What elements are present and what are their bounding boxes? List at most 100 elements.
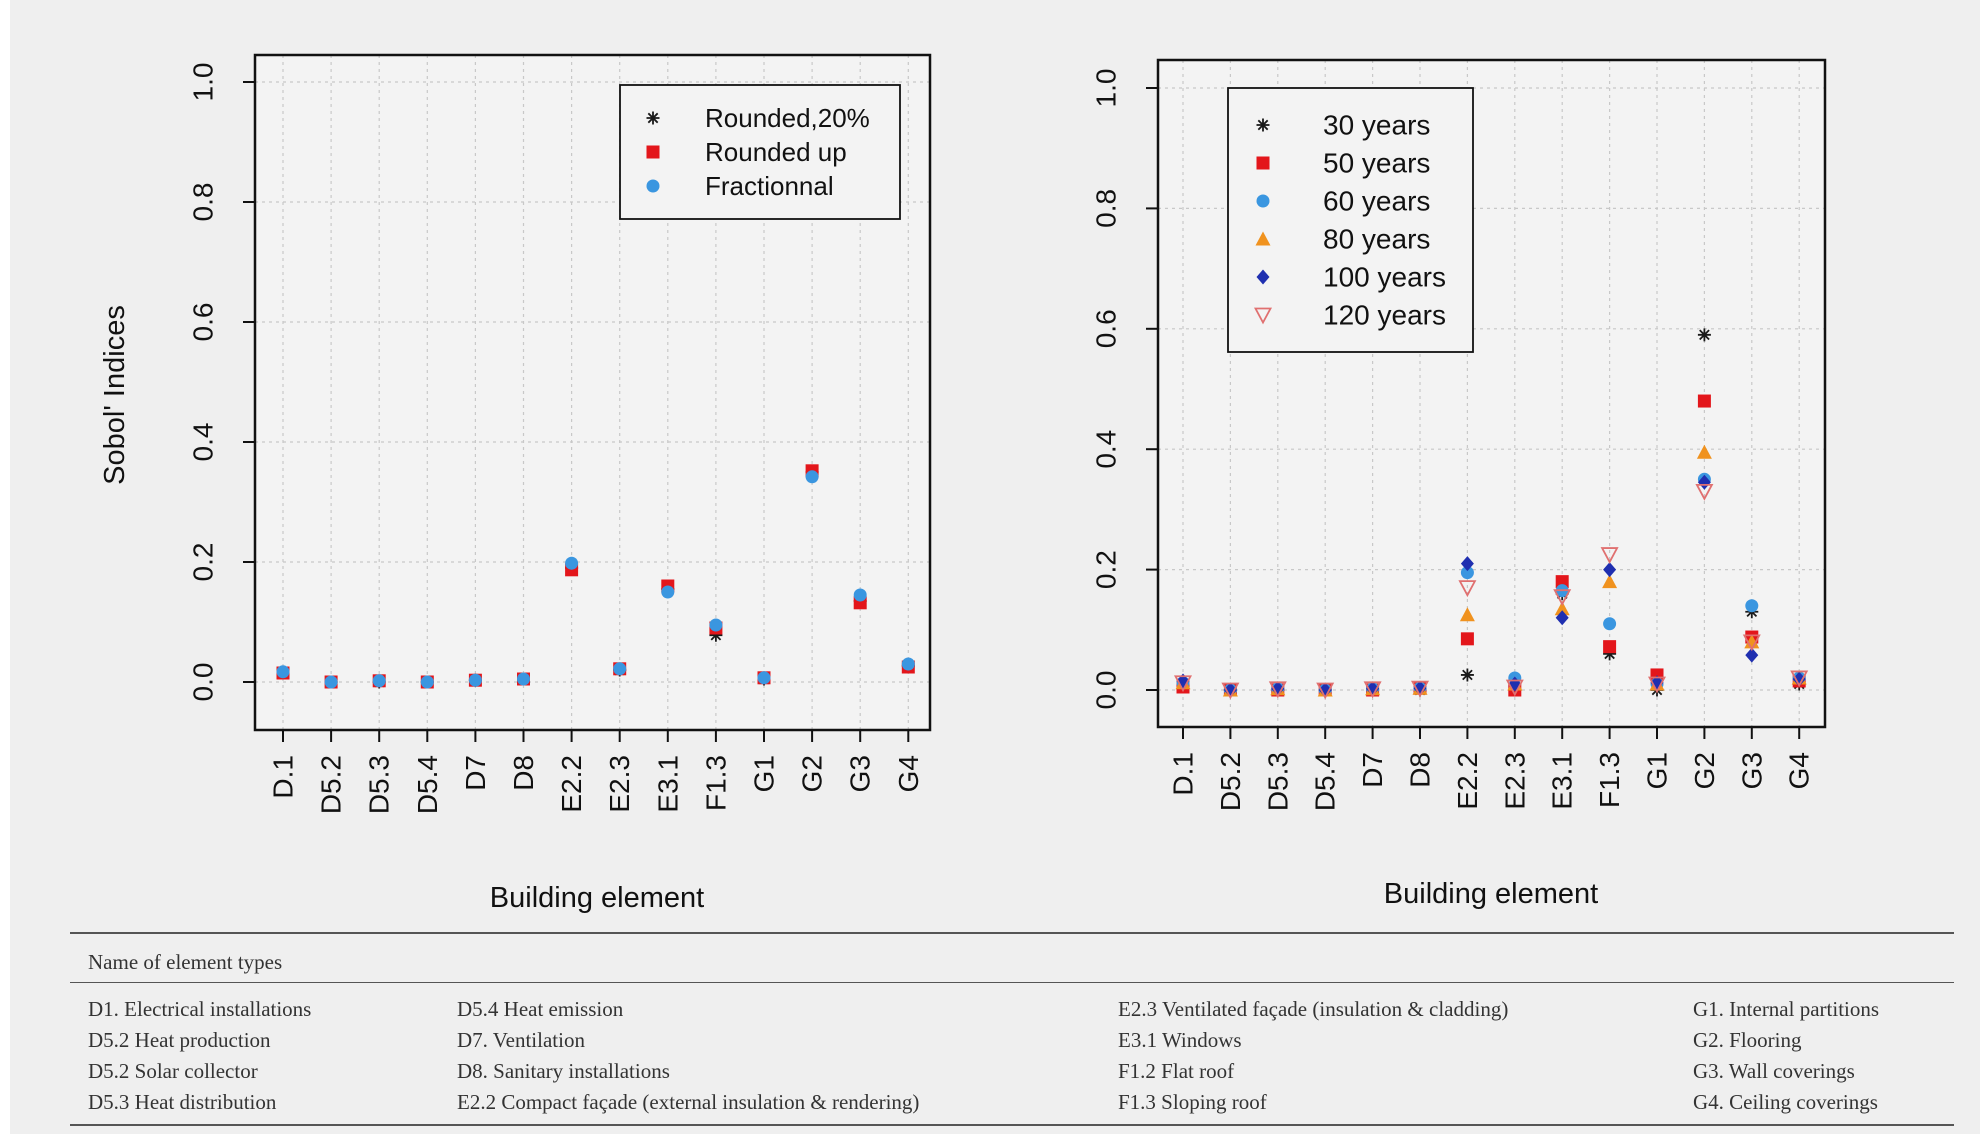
- marker-triangle-up: [1459, 607, 1475, 622]
- legend-label: 120 years: [1323, 300, 1446, 331]
- table-cell: G4. Ceiling coverings: [1693, 1090, 1878, 1114]
- y-tick-label: 0.0: [188, 663, 219, 702]
- marker-triangle-down: [1410, 680, 1430, 698]
- legend-label: Rounded,20%: [705, 103, 870, 133]
- marker-triangle-up: [1602, 574, 1618, 589]
- marker-triangle-down: [1505, 679, 1524, 697]
- legend-entry: 80 years: [1255, 224, 1430, 255]
- y-tick-label: 0.4: [188, 423, 219, 462]
- marker-circle: [372, 674, 386, 688]
- x-tick-label: G2: [1689, 752, 1720, 789]
- x-tick-label: D7: [460, 755, 491, 791]
- x-tick-label: E2.3: [604, 755, 635, 813]
- marker-triangle-down: [1647, 676, 1667, 694]
- table-cell: E2.2 Compact façade (external insulation…: [457, 1090, 920, 1114]
- table-cell: E2.3 Ventilated façade (insulation & cla…: [1118, 997, 1509, 1021]
- x-tick-label: D5.3: [1262, 752, 1293, 811]
- marker-circle: [646, 179, 660, 193]
- table-cell: D5.3 Heat distribution: [88, 1090, 277, 1114]
- marker-circle: [661, 585, 675, 599]
- legend-label: 80 years: [1323, 224, 1430, 255]
- marker-diamond: [1318, 682, 1332, 698]
- marker-diamond: [1223, 682, 1237, 698]
- table-column-3: E2.3 Ventilated façade (insulation & cla…: [1118, 994, 1508, 1118]
- marker-square: [1697, 394, 1711, 408]
- legend-entry: 100 years: [1256, 262, 1446, 293]
- x-tick-label: G1: [749, 755, 780, 792]
- marker-circle: [324, 675, 338, 689]
- table-top-rule: [70, 932, 1954, 934]
- x-tick-label: D5.4: [1310, 752, 1341, 811]
- chart-legend: Rounded,20% Rounded up Fractionnal: [619, 84, 901, 220]
- marker-triangle-up: [1554, 601, 1570, 616]
- marker-diamond: [1256, 269, 1270, 285]
- plot-frame: [253, 53, 932, 732]
- marker-asterisk: [709, 628, 723, 642]
- legend-entry: Rounded,20%: [646, 103, 870, 133]
- legend-box: [619, 84, 901, 220]
- marker-circle: [1256, 194, 1270, 208]
- marker-diamond: [1792, 671, 1806, 687]
- table-column-1: D1. Electrical installations D5.2 Heat p…: [88, 994, 311, 1118]
- legend-label: Rounded up: [705, 137, 847, 167]
- marker-triangle-down: [1600, 547, 1619, 564]
- x-tick-label: D7: [1357, 752, 1388, 788]
- legend-entry: 50 years: [1256, 148, 1430, 179]
- table-cell: D7. Ventilation: [457, 1028, 585, 1052]
- marker-asterisk: [1460, 668, 1474, 682]
- x-tick-label: E3.1: [652, 755, 683, 813]
- table-cell: D1. Electrical installations: [88, 997, 312, 1021]
- table-cell: D8. Sanitary installations: [457, 1059, 670, 1083]
- chart-panel-2: 0.0 0.2 0.4 0.6 0.8 1.0 D.1 D5.2 D5.3 D5.4 D7 D8 E2.…: [1091, 58, 1827, 910]
- table-cell: G1. Internal partitions: [1693, 997, 1880, 1021]
- x-tick-label: G1: [1642, 752, 1673, 789]
- legend-entry: 30 years: [1256, 110, 1430, 141]
- x-tick-label: D.1: [1168, 752, 1199, 796]
- marker-circle: [901, 657, 915, 671]
- x-tick-label: G3: [1736, 752, 1767, 789]
- marker-asterisk: [1697, 328, 1711, 342]
- marker-circle: [613, 662, 627, 676]
- marker-circle: [420, 675, 434, 689]
- marker-asterisk: [1256, 118, 1270, 132]
- x-tick-label: D5.2: [316, 755, 347, 814]
- marker-triangle-down: [1363, 681, 1382, 699]
- y-tick-label: 1.0: [1091, 69, 1122, 108]
- figure-background: 0.0 0.2 0.4 0.6 0.8 1.0 D.1 D5.2 D5.3 D5.4 D7 D8 E2.…: [10, 0, 1980, 1134]
- legend-entry: 120 years: [1253, 300, 1446, 331]
- marker-square: [1603, 640, 1617, 654]
- table-cell: D5.2 Solar collector: [88, 1059, 258, 1083]
- marker-triangle-up: [1696, 444, 1712, 459]
- y-axis-label: Sobol' Indices: [99, 305, 131, 485]
- marker-circle: [276, 665, 290, 679]
- x-tick-label: G4: [1784, 752, 1815, 789]
- y-tick-label: 0.0: [1091, 671, 1122, 710]
- x-tick-label: D5.2: [1215, 752, 1246, 811]
- legend-label: 50 years: [1323, 148, 1430, 179]
- y-tick-label: 0.6: [1091, 309, 1122, 348]
- x-tick-label: D5.4: [412, 755, 443, 814]
- marker-triangle-down: [1173, 675, 1193, 693]
- sobol-indices-figure: 0.0 0.2 0.4 0.6 0.8 1.0 D.1 D5.2 D5.3 D5.4 D7 D8 E2.…: [99, 53, 1827, 914]
- plot-frame: [1156, 58, 1827, 729]
- y-tick-label: 0.4: [1091, 430, 1122, 469]
- marker-triangle-down: [1458, 580, 1477, 598]
- y-tick-label: 0.6: [188, 303, 219, 342]
- y-tick-label: 0.2: [1091, 550, 1122, 589]
- marker-circle: [757, 671, 771, 685]
- table-header-rule: [70, 982, 1954, 983]
- marker-triangle-down: [1742, 634, 1761, 652]
- x-tick-label: D5.3: [364, 755, 395, 814]
- y-tick-label: 0.8: [188, 183, 219, 222]
- legend-label: Fractionnal: [705, 171, 834, 201]
- marker-circle: [1460, 566, 1474, 580]
- x-axis-label: Building element: [490, 882, 704, 914]
- x-tick-label: D.1: [268, 755, 299, 799]
- chart-legend: 30 years 50 years 60 years 80 years 100 year…: [1227, 87, 1474, 353]
- marker-circle: [805, 470, 819, 484]
- marker-triangle-up: [1744, 634, 1760, 649]
- table-title: Name of element types: [88, 950, 283, 974]
- series-100-years: [1176, 474, 1806, 698]
- legend-entry: 60 years: [1256, 186, 1430, 217]
- x-tick-label: F1.3: [700, 755, 731, 811]
